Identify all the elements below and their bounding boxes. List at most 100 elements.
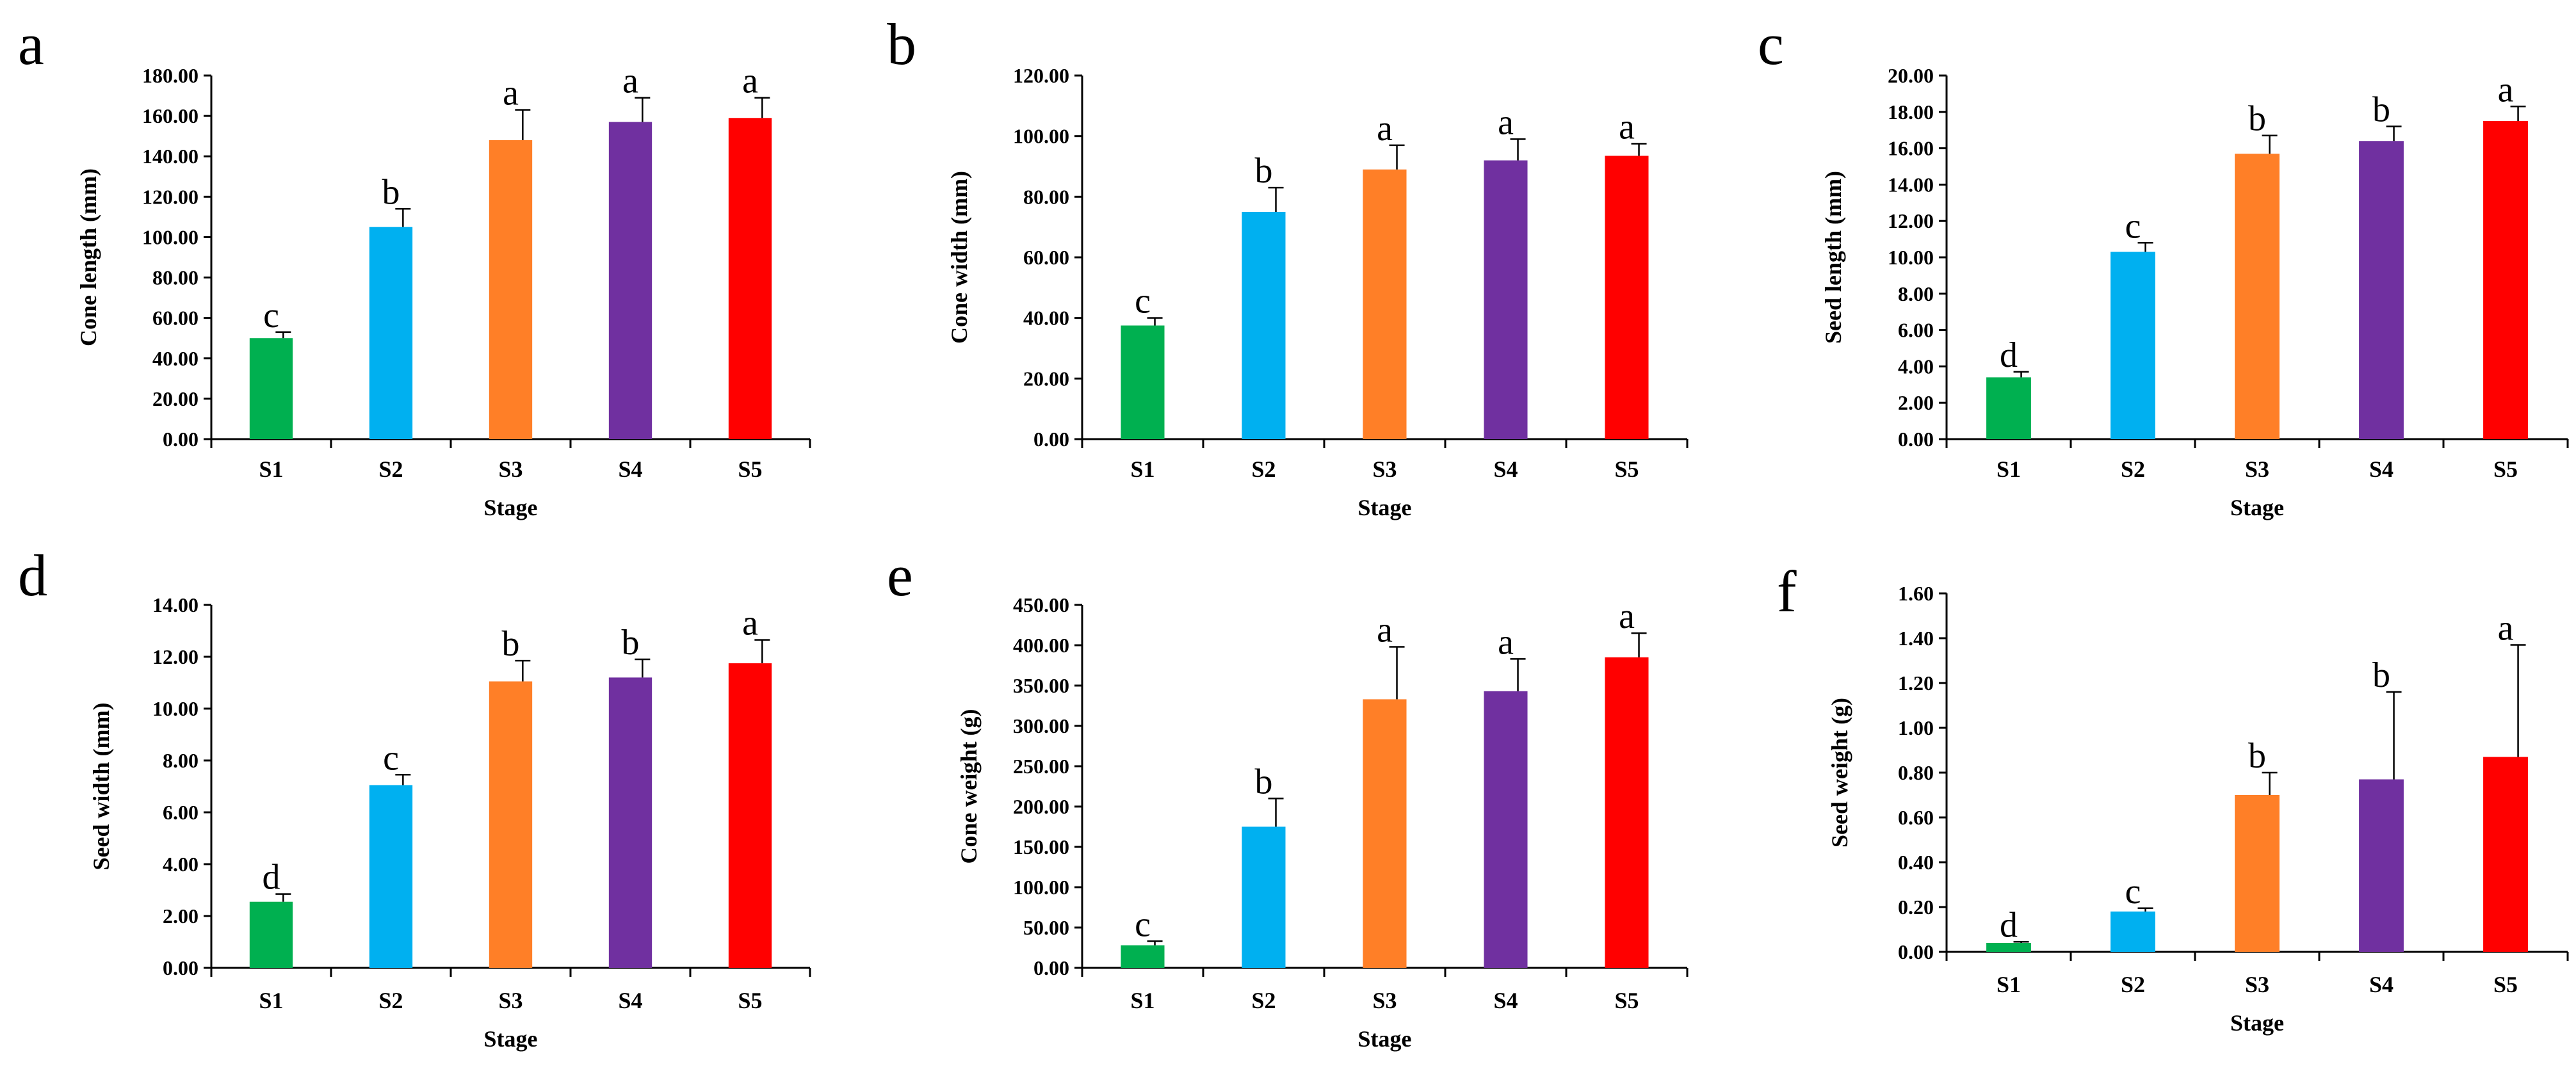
chart-panel-a: a 0.00 20.00 40.00 60.00 80.00 100.00 120.00 140… xyxy=(18,12,811,520)
x-tick-label: S1 xyxy=(259,456,283,482)
bar-s1 xyxy=(1121,945,1165,968)
y-tick-label: 250.00 xyxy=(1013,755,1069,778)
y-tick-label: 14.00 xyxy=(1888,173,1934,196)
x-tick-label: S2 xyxy=(2121,972,2145,997)
x-tick-label: S5 xyxy=(1614,456,1639,482)
bar-s1 xyxy=(249,901,293,968)
significance-label: b xyxy=(382,172,400,212)
x-tick-label: S1 xyxy=(1130,988,1154,1013)
y-tick-label: 180.00 xyxy=(142,64,198,87)
y-tick-label: 0.00 xyxy=(1898,940,1934,963)
y-tick-label: 80.00 xyxy=(152,266,198,289)
bar-s5 xyxy=(728,663,772,968)
y-axis-title: Seed weight (g) xyxy=(1827,698,1852,848)
bar-s2 xyxy=(2110,912,2155,952)
x-tick-label: S2 xyxy=(1251,988,1276,1013)
y-tick-label: 0.00 xyxy=(163,956,198,979)
significance-label: d xyxy=(2000,335,2018,375)
y-tick-label: 0.00 xyxy=(1033,428,1069,451)
bar-s5 xyxy=(2483,121,2528,439)
significance-label: a xyxy=(1619,597,1635,636)
x-tick-label: S5 xyxy=(2493,456,2518,482)
y-tick-label: 20.00 xyxy=(1888,64,1934,87)
y-tick-label: 60.00 xyxy=(1023,246,1069,269)
y-tick-label: 18.00 xyxy=(1888,100,1934,124)
bar-s4 xyxy=(1484,160,1528,440)
y-tick-label: 6.00 xyxy=(163,801,198,824)
significance-label: c xyxy=(1135,282,1151,321)
chart-panel-e: e 0.00 50.00 100.00 150.00 200.00 250.00 300.00… xyxy=(887,543,1689,1052)
y-tick-label: 0.40 xyxy=(1898,851,1934,874)
significance-label: b xyxy=(2372,655,2390,695)
x-axis-title: Stage xyxy=(2230,495,2284,520)
y-tick-label: 4.00 xyxy=(163,853,198,876)
y-tick-label: 4.00 xyxy=(1898,355,1934,378)
x-tick-label: S1 xyxy=(1130,456,1154,482)
significance-label: a xyxy=(2498,70,2514,109)
y-tick-label: 8.00 xyxy=(163,749,198,772)
bar-s1 xyxy=(1986,943,2031,952)
bar-s4 xyxy=(1484,691,1528,968)
x-tick-label: S4 xyxy=(2369,972,2394,997)
x-tick-label: S4 xyxy=(2369,456,2394,482)
significance-label: a xyxy=(622,61,638,101)
y-tick-label: 100.00 xyxy=(1013,876,1069,899)
y-tick-label: 40.00 xyxy=(152,347,198,370)
y-axis-title: Seed length (mm) xyxy=(1820,171,1846,344)
significance-label: c xyxy=(2125,872,2141,912)
significance-label: b xyxy=(2248,736,2266,776)
chart-panel-f: f 0.00 0.20 0.40 0.60 0.80 1.00 1.20 1.40 1.60 d S1… xyxy=(1777,559,2569,1036)
y-tick-label: 350.00 xyxy=(1013,674,1069,697)
significance-label: a xyxy=(1498,102,1514,142)
bar-s2 xyxy=(369,785,413,968)
y-tick-label: 150.00 xyxy=(1013,835,1069,858)
bar-s3 xyxy=(2235,795,2280,952)
y-tick-label: 120.00 xyxy=(1013,64,1069,87)
y-tick-label: 60.00 xyxy=(152,307,198,330)
significance-label: a xyxy=(2498,609,2514,648)
bar-s2 xyxy=(1242,826,1286,968)
significance-label: b xyxy=(1255,151,1273,191)
x-tick-label: S3 xyxy=(1372,456,1397,482)
x-tick-label: S3 xyxy=(1372,988,1397,1013)
significance-label: c xyxy=(263,296,279,335)
significance-label: a xyxy=(742,604,758,643)
x-tick-label: S2 xyxy=(378,456,403,482)
panel-letter: b xyxy=(887,12,916,77)
x-tick-label: S2 xyxy=(378,988,403,1013)
x-axis-title: Stage xyxy=(1358,1026,1412,1052)
x-tick-label: S2 xyxy=(1251,456,1276,482)
panel-letter: d xyxy=(18,543,47,608)
x-tick-label: S1 xyxy=(1997,456,2021,482)
y-tick-label: 450.00 xyxy=(1013,593,1069,616)
y-tick-label: 50.00 xyxy=(1023,916,1069,939)
significance-label: a xyxy=(503,74,519,113)
y-tick-label: 0.00 xyxy=(1033,956,1069,979)
x-tick-label: S5 xyxy=(2493,972,2518,997)
y-tick-label: 100.00 xyxy=(1013,125,1069,148)
y-tick-label: 10.00 xyxy=(152,697,198,720)
bar-s4 xyxy=(608,122,652,440)
x-tick-label: S5 xyxy=(1614,988,1639,1013)
significance-label: c xyxy=(1135,904,1151,944)
panel-letter: c xyxy=(1758,12,1784,77)
chart-panel-d: d 0.00 2.00 4.00 6.00 8.00 10.00 12.00 14.00 d S1 c… xyxy=(18,543,811,1052)
bar-s3 xyxy=(1363,169,1407,439)
x-tick-label: S5 xyxy=(738,988,762,1013)
x-tick-label: S1 xyxy=(1997,972,2021,997)
y-tick-label: 8.00 xyxy=(1898,282,1934,305)
significance-label: b xyxy=(1255,762,1273,801)
bar-s1 xyxy=(1121,325,1165,439)
x-tick-label: S4 xyxy=(618,456,642,482)
y-tick-label: 2.00 xyxy=(163,904,198,928)
chart-panel-c: c 0.00 2.00 4.00 6.00 8.00 10.00 12.00 14.00 16.0… xyxy=(1758,12,2569,520)
significance-label: a xyxy=(1377,109,1393,149)
y-tick-label: 80.00 xyxy=(1023,185,1069,208)
x-tick-label: S2 xyxy=(2121,456,2145,482)
significance-label: b xyxy=(2248,99,2266,139)
bar-s5 xyxy=(728,118,772,439)
y-axis-title: Cone width (mm) xyxy=(946,171,972,344)
y-tick-label: 16.00 xyxy=(1888,137,1934,160)
bar-s5 xyxy=(1605,156,1649,439)
